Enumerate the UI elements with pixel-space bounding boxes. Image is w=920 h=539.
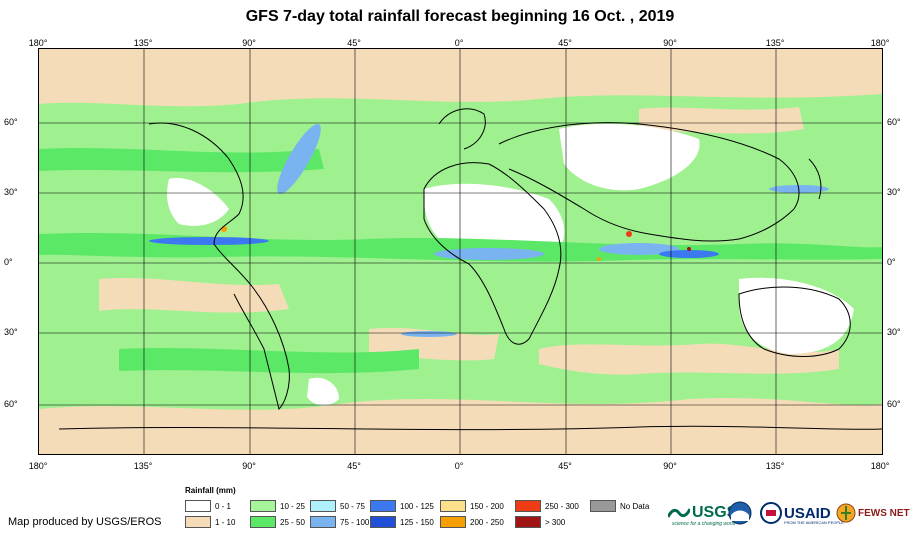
lon-tick-bottom: 0° [454,461,464,471]
legend-item: 25 - 50 [250,516,305,528]
legend-item: 125 - 150 [370,516,434,528]
legend-label: 250 - 300 [545,501,579,511]
legend-label: 200 - 250 [470,517,504,527]
usgs-wordmark: USGS [692,504,738,521]
lon-tick-bottom: 45° [347,461,361,471]
usgs-wave-icon [668,508,690,518]
legend-swatch [440,516,466,528]
usaid-wordmark: USAID [784,504,831,522]
lat-tick-left: 30° [4,187,18,197]
legend-item: > 300 [515,516,565,528]
legend-item: 1 - 10 [185,516,235,528]
fewsnet-wordmark: FEWS NET [858,507,910,519]
legend-item: 50 - 75 [310,500,365,512]
lat-tick-left: 0° [4,257,13,267]
lon-tick-top: 90° [242,38,256,48]
legend-swatch [440,500,466,512]
legend-label: 150 - 200 [470,501,504,511]
usaid-logo: USAID [760,500,831,526]
lat-tick-right: 60° [887,117,901,127]
lon-tick-top: 180° [28,38,48,48]
legend-item: 200 - 250 [440,516,504,528]
lat-tick-left: 30° [4,327,18,337]
lat-tick-left: 60° [4,117,18,127]
legend-title: Rainfall (mm) [185,486,236,495]
legend-item: 75 - 100 [310,516,369,528]
legend-label: > 300 [545,517,566,527]
lon-tick-top: 135° [765,38,785,48]
legend-label: 75 - 100 [340,517,370,527]
legend-item: 100 - 125 [370,500,434,512]
lon-tick-top: 45° [558,38,572,48]
legend-label: 125 - 150 [400,517,434,527]
lon-tick-bottom: 90° [242,461,256,471]
map-title: GFS 7-day total rainfall forecast beginn… [245,8,675,25]
fewsnet-emblem-icon [836,503,856,523]
lon-tick-top: 135° [133,38,153,48]
legend-swatch [310,500,336,512]
legend-item: No Data [590,500,649,512]
legend-item: 250 - 300 [515,500,579,512]
lon-tick-top: 90° [663,38,677,48]
lon-tick-top: 180° [870,38,890,48]
legend-label: 0 - 1 [215,501,232,511]
legend-swatch [310,516,336,528]
noaa-logo [728,500,752,526]
legend-swatch [185,500,211,512]
lon-tick-bottom: 180° [28,461,48,471]
rainfall-map[interactable] [38,48,883,455]
legend-swatch [250,500,276,512]
legend-swatch [590,500,616,512]
usaid-seal-icon [760,502,782,524]
legend-swatch [515,500,541,512]
usgs-logo: USGS [668,500,737,526]
legend-label: No Data [620,501,650,511]
lon-tick-bottom: 135° [765,461,785,471]
legend-swatch [250,516,276,528]
credit-text: Map produced by USGS/EROS [8,516,162,528]
legend-label: 50 - 75 [340,501,365,511]
usaid-tagline: FROM THE AMERICAN PEOPLE [784,520,844,525]
usgs-tagline: science for a changing world [672,521,736,527]
lat-tick-right: 30° [887,327,901,337]
lon-tick-bottom: 180° [870,461,890,471]
rainfall-map-graphic [39,49,882,454]
legend-label: 25 - 50 [280,517,305,527]
lat-tick-right: 30° [887,187,901,197]
legend-swatch [185,516,211,528]
lat-tick-right: 60° [887,399,901,409]
lon-tick-top: 0° [454,38,464,48]
lon-tick-bottom: 45° [558,461,572,471]
legend-swatch [370,500,396,512]
lat-tick-right: 0° [887,257,896,267]
legend-item: 0 - 1 [185,500,231,512]
legend-item: 10 - 25 [250,500,305,512]
legend-swatch [370,516,396,528]
legend-label: 10 - 25 [280,501,305,511]
legend-item: 150 - 200 [440,500,504,512]
lon-tick-top: 45° [347,38,361,48]
legend-swatch [515,516,541,528]
legend-label: 100 - 125 [400,501,434,511]
lon-tick-bottom: 135° [133,461,153,471]
legend-label: 1 - 10 [215,517,236,527]
fewsnet-logo: FEWS NET [836,500,910,526]
lon-tick-bottom: 90° [663,461,677,471]
lat-tick-left: 60° [4,399,18,409]
noaa-emblem-icon [728,501,752,525]
